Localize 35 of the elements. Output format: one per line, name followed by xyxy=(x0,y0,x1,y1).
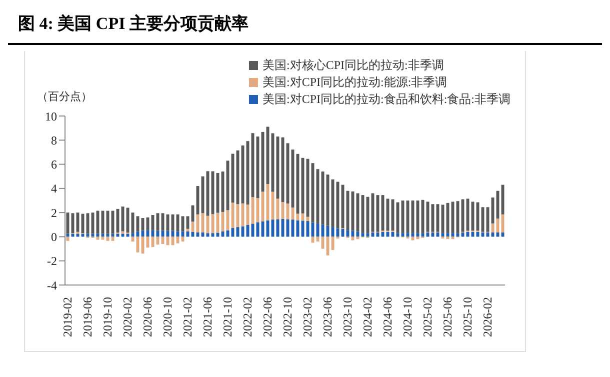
x-tick-label: 2021-10 xyxy=(220,297,234,337)
x-tick-label: 2026-02 xyxy=(480,297,494,337)
chart-title: 图 4: 美国 CPI 主要分项贡献率 xyxy=(8,8,602,45)
x-tick-label: 2024-02 xyxy=(360,297,374,337)
x-tick-label: 2020-02 xyxy=(120,297,134,337)
x-tick-label: 2020-06 xyxy=(140,297,154,337)
x-tick-label: 2023-06 xyxy=(320,297,334,337)
x-tick-label: 2021-06 xyxy=(200,297,214,337)
y-tick-label: 6 xyxy=(51,158,57,172)
y-tick-label: 10 xyxy=(45,109,57,124)
x-tick-label: 2024-10 xyxy=(400,297,414,337)
y-tick-label: 4 xyxy=(51,182,57,196)
y-tick-label: 2 xyxy=(51,206,57,220)
x-tick-label: 2025-02 xyxy=(420,297,434,337)
y-tick-label: 8 xyxy=(51,133,57,148)
x-tick-label: 2023-02 xyxy=(300,297,314,337)
x-tick-label: 2023-10 xyxy=(340,297,354,337)
x-tick-label: 2024-06 xyxy=(380,297,394,337)
legend-label: 美国:对CPI同比的拉动:食品和饮料:食品:非季调 xyxy=(262,91,510,108)
x-tick-label: 2025-06 xyxy=(440,297,454,337)
y-tick-label: -4 xyxy=(47,278,57,292)
x-tick-label: 2022-02 xyxy=(240,297,254,337)
y-tick-label: -2 xyxy=(47,254,57,268)
y-axis-title: （百分点） xyxy=(37,90,92,104)
legend-label: 美国:对核心CPI同比的拉动:非季调 xyxy=(262,57,444,74)
x-tick-label: 2022-06 xyxy=(260,297,274,337)
x-tick-label: 2019-06 xyxy=(80,297,94,337)
x-tick-label: 2020-10 xyxy=(160,297,174,337)
legend-label: 美国:对CPI同比的拉动:能源:非季调 xyxy=(262,74,448,91)
x-tick-label: 2021-02 xyxy=(180,297,194,337)
x-tick-label: 2019-10 xyxy=(100,297,114,337)
x-tick-label: 2019-02 xyxy=(60,297,74,337)
y-tick-label: 0 xyxy=(51,230,57,244)
x-tick-label: 2022-10 xyxy=(280,297,294,337)
x-tick-label: 2025-10 xyxy=(460,297,474,337)
